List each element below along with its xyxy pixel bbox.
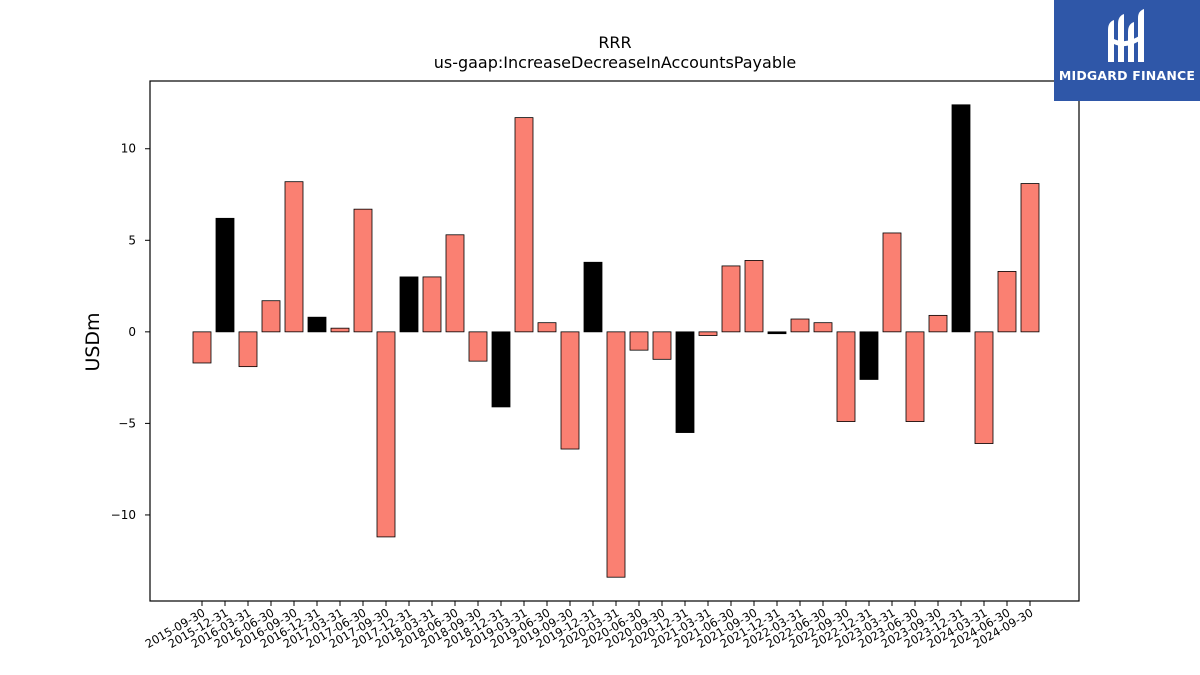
y-axis-ticks: −10 −5 0 5 10	[111, 142, 150, 522]
midgard-finance-logo: MIDGARD FINANCE	[1054, 0, 1200, 101]
midgard-m-logo-icon	[1108, 9, 1144, 62]
brand-name: MIDGARD FINANCE	[1058, 68, 1196, 83]
bar	[698, 331, 718, 336]
bar	[1020, 183, 1040, 333]
bar-series	[192, 104, 1040, 578]
bar	[928, 314, 948, 333]
bar	[744, 260, 764, 333]
bar	[192, 331, 212, 364]
bar	[997, 271, 1017, 333]
bar	[514, 117, 534, 333]
y-tick-label: −5	[118, 416, 136, 430]
bar	[790, 318, 810, 333]
bar	[399, 276, 419, 333]
bar	[974, 331, 994, 444]
bar	[445, 234, 465, 333]
bar	[629, 331, 649, 351]
bar	[905, 331, 925, 422]
bar	[721, 265, 741, 333]
bar	[376, 331, 396, 538]
y-tick-label: −10	[111, 508, 136, 522]
plot-frame	[149, 80, 1080, 602]
bar	[767, 331, 787, 335]
bar	[951, 104, 971, 333]
bar	[859, 331, 879, 380]
bar	[261, 300, 281, 333]
y-tick-label: 5	[128, 233, 136, 247]
bar	[675, 331, 695, 433]
bar	[284, 181, 304, 333]
chart-title: RRR	[598, 33, 631, 52]
bar	[422, 276, 442, 333]
bar	[583, 261, 603, 333]
bar	[537, 322, 557, 333]
bar	[606, 331, 626, 578]
y-tick-label: 10	[121, 142, 136, 156]
bar	[353, 208, 373, 333]
x-axis-ticks: 2015-09-302015-12-312016-03-312016-06-30…	[143, 601, 1036, 651]
bar	[330, 327, 350, 333]
bar	[652, 331, 672, 360]
bar	[560, 331, 580, 450]
bar	[238, 331, 258, 368]
y-axis-label: USDm	[82, 312, 104, 371]
bar	[491, 331, 511, 408]
bar	[813, 322, 833, 333]
bar	[215, 217, 235, 333]
chart-subtitle: us-gaap:IncreaseDecreaseInAccountsPayabl…	[434, 53, 797, 72]
bar	[836, 331, 856, 422]
bar	[468, 331, 488, 362]
y-tick-label: 0	[128, 325, 136, 339]
bar	[882, 232, 902, 333]
bar	[307, 316, 327, 333]
